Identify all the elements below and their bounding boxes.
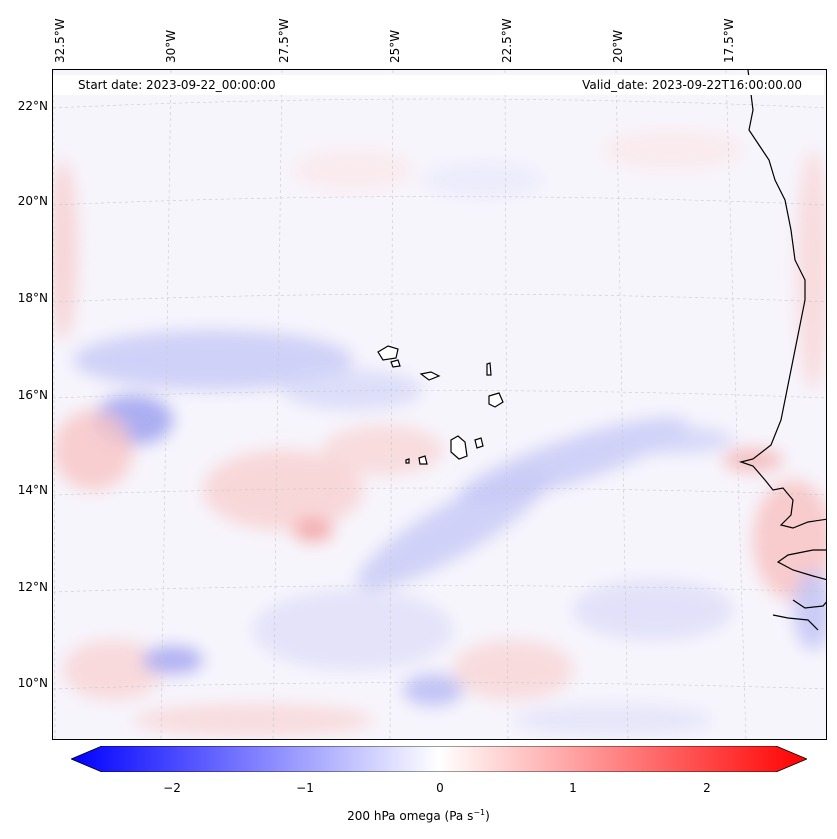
colorbar-tick-label: 0: [436, 781, 444, 795]
lat-label: 22°N: [17, 99, 48, 113]
omega-contour-blobs: [53, 130, 826, 736]
coastline-west-africa: [738, 70, 826, 631]
gridlines: [53, 70, 826, 739]
lat-label: 12°N: [17, 580, 48, 594]
lat-label: 10°N: [17, 676, 48, 690]
colorbar-gradient: [71, 746, 807, 772]
colorbar-tick-label: 1: [569, 781, 577, 795]
start-date-label: Start date: 2023-09-22_00:00:00: [78, 78, 276, 92]
omega-field-map: [53, 70, 826, 739]
colorbar-title-end: ): [485, 809, 490, 823]
colorbar: [71, 746, 807, 772]
valid-date-label: Valid_date: 2023-09-22T16:00:00.00: [582, 78, 802, 92]
lon-label: 27.5°W: [277, 18, 291, 63]
colorbar-title: 200 hPa omega (Pa s−1): [0, 808, 837, 823]
lon-label: 32.5°W: [53, 18, 67, 63]
map-panel[interactable]: [52, 69, 827, 740]
colorbar-tick-label: −1: [296, 781, 314, 795]
colorbar-tick-label: −2: [163, 781, 181, 795]
colorbar-title-text: 200 hPa omega (Pa s: [347, 809, 474, 823]
lon-label: 22.5°W: [500, 18, 514, 63]
date-banner: Start date: 2023-09-22_00:00:00 Valid_da…: [53, 75, 824, 95]
colorbar-tick-label: 2: [703, 781, 711, 795]
colorbar-title-sup: −1: [473, 808, 486, 817]
lon-label: 20°W: [611, 29, 625, 63]
lat-label: 16°N: [17, 388, 48, 402]
lon-label: 25°W: [388, 29, 402, 63]
lat-label: 18°N: [17, 291, 48, 305]
lon-label: 17.5°W: [722, 18, 736, 63]
lon-label: 30°W: [164, 29, 178, 63]
lat-label: 14°N: [17, 483, 48, 497]
lat-label: 20°N: [17, 194, 48, 208]
cape-verde-islands: [377, 345, 504, 465]
